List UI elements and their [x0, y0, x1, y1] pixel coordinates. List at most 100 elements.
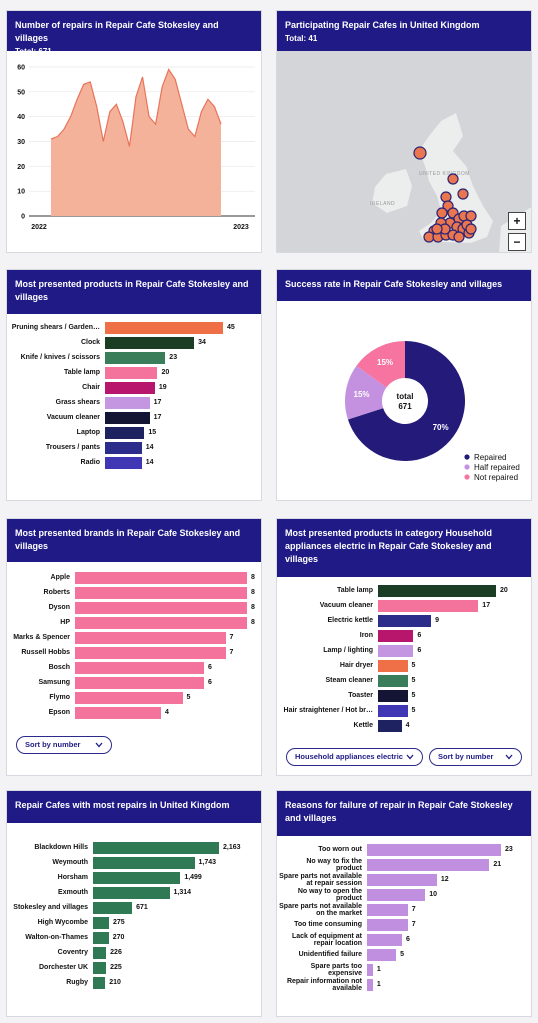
card: Too worn out 23 No way to fix the product 2…: [276, 790, 532, 1017]
y-tick-label: 60: [17, 65, 25, 72]
value-label: 23: [505, 846, 513, 853]
legend-label: Not repaired: [474, 473, 518, 482]
slice-label: 15%: [377, 358, 393, 367]
slice-value: 15: [377, 358, 386, 367]
legend-label: Repaired: [474, 453, 506, 462]
center-value: 671: [398, 402, 412, 411]
card-title: Repair Cafes with most repairs in United…: [15, 800, 230, 810]
category-label: Unidentified failure: [298, 951, 362, 959]
card-title: Reasons for failure of repair in Repair …: [285, 800, 513, 823]
category-label: Coventry: [57, 949, 88, 957]
sea: [277, 51, 531, 252]
bar: [75, 617, 247, 629]
category-label: Spare parts not available at repair sess…: [279, 872, 362, 888]
map: UNITED KINGDOM IRELAND: [277, 51, 531, 252]
value-label: 8: [251, 589, 255, 596]
bar: [378, 705, 408, 717]
bar: [367, 844, 501, 856]
map-marker: [440, 191, 452, 203]
bar: [378, 615, 432, 627]
card-title: Most presented products in Repair Cafe S…: [15, 279, 249, 302]
value-label: 1,499: [184, 874, 202, 881]
value-label: 17: [482, 602, 491, 609]
value-label: 17: [153, 399, 162, 406]
y-tick-label: 10: [17, 189, 25, 196]
donut-chart: 70% Repaired 15% Half repaired 15% Not repair…: [345, 341, 520, 482]
zoom-button[interactable]: −: [508, 233, 526, 251]
value-label: 270: [112, 934, 125, 941]
value-label: 6: [417, 632, 422, 639]
zoom-button[interactable]: +: [508, 212, 526, 230]
y-tick-label: 40: [17, 114, 25, 121]
bar: [367, 889, 426, 901]
bar: [367, 919, 408, 931]
card-title: Most presented products in category Hous…: [285, 528, 493, 564]
bar: [105, 352, 166, 364]
value-label: 20: [161, 369, 170, 376]
value-label: 14: [145, 444, 154, 451]
chevron: [505, 754, 513, 760]
bar: [378, 660, 408, 672]
bar: [93, 962, 107, 974]
map-marker: [465, 223, 477, 235]
category-label: Too time consuming: [294, 921, 362, 929]
area: [51, 69, 221, 216]
category-label: Hair straightener / Hot br…: [283, 707, 373, 715]
slice-unit: %: [441, 423, 448, 432]
bar: [93, 947, 107, 959]
card-header: Participating Repair Cafes in United Kin…: [277, 11, 531, 51]
bar: [367, 904, 408, 916]
card-header: Most presented products in Repair Cafe S…: [7, 270, 261, 314]
dropdown[interactable]: Household appliances electric: [286, 748, 423, 766]
bar: [75, 677, 204, 689]
category-label: High Wycombe: [37, 919, 88, 927]
card: Apple 8 Roberts 8 Dyson 8 HP 8 Marks & Spencer 7 R…: [6, 518, 262, 776]
dropdown[interactable]: Sort by number: [429, 748, 522, 766]
category-label: Horsham: [57, 874, 88, 882]
bar: [367, 949, 397, 961]
card: 0 10 20 30 40 50 60 2022 2023 Number of repairs i…: [6, 10, 262, 253]
bar: [75, 647, 226, 659]
card-subtitle: Total: 671: [15, 47, 52, 56]
x-tick-label: 2023: [233, 224, 249, 231]
value-label: 7: [229, 634, 234, 641]
value-label: 225: [110, 964, 122, 971]
category-label: No way to fix the product: [306, 857, 362, 873]
card-header: Most presented products in category Hous…: [277, 519, 531, 577]
category-label: Hair dryer: [339, 662, 373, 670]
bar: [75, 602, 247, 614]
card-subtitle: Total: 41: [285, 34, 318, 43]
dropdown[interactable]: Sort by number: [16, 736, 112, 754]
bar: [93, 842, 219, 854]
bar: [93, 917, 110, 929]
card-header: Number of repairs in Repair Cafe Stokesl…: [7, 11, 261, 56]
value-label: 1: [376, 966, 381, 973]
slice-label: 70%: [433, 423, 449, 432]
bar: [93, 902, 133, 914]
value-label: 671: [136, 904, 148, 911]
bar: [367, 859, 490, 871]
legend-swatch: [464, 474, 470, 480]
card-title: Success rate in Repair Cafe Stokesley an…: [285, 279, 503, 289]
map-label: UNITED KINGDOM: [419, 171, 470, 177]
category-label: Table lamp: [336, 587, 373, 595]
category-label: Apple: [50, 574, 70, 582]
category-label: Iron: [359, 632, 373, 640]
dropdown-label: Household appliances electric: [295, 752, 403, 761]
category-label: Blackdown Hills: [34, 844, 88, 852]
value-label: 5: [411, 692, 416, 699]
value-label: 6: [208, 664, 212, 671]
category-label: Steam cleaner: [325, 677, 373, 685]
card-header: Most presented brands in Repair Cafe Sto…: [7, 519, 261, 562]
legend-label: Half repaired: [474, 463, 520, 472]
bar: [105, 457, 142, 469]
card-header: Success rate in Repair Cafe Stokesley an…: [277, 270, 531, 301]
card-header: Repair Cafes with most repairs in United…: [7, 791, 261, 823]
map-marker: [457, 188, 469, 200]
value-label: 5: [411, 707, 416, 714]
category-label: Bosch: [48, 664, 70, 672]
bar: [75, 662, 204, 674]
value-label: 6: [417, 647, 422, 654]
value-label: 45: [227, 324, 235, 331]
